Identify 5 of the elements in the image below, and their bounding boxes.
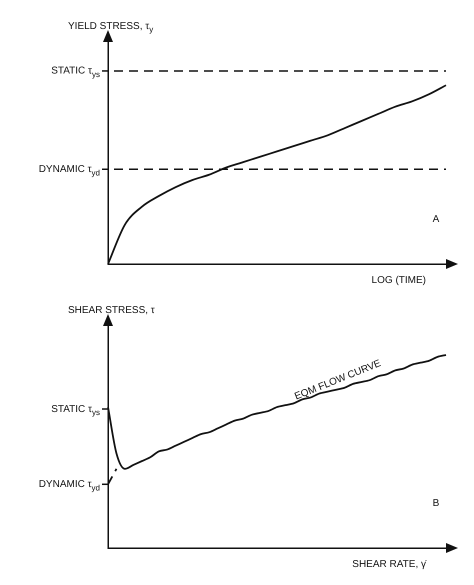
annotation: B (432, 498, 440, 509)
y-axis-title: SHEAR STRESS, τ (68, 304, 155, 316)
x-axis-title: LOG (TIME) (372, 274, 426, 286)
x-axis-title: SHEAR RATE, γ̇ (352, 558, 427, 570)
annotation: A (432, 214, 440, 225)
